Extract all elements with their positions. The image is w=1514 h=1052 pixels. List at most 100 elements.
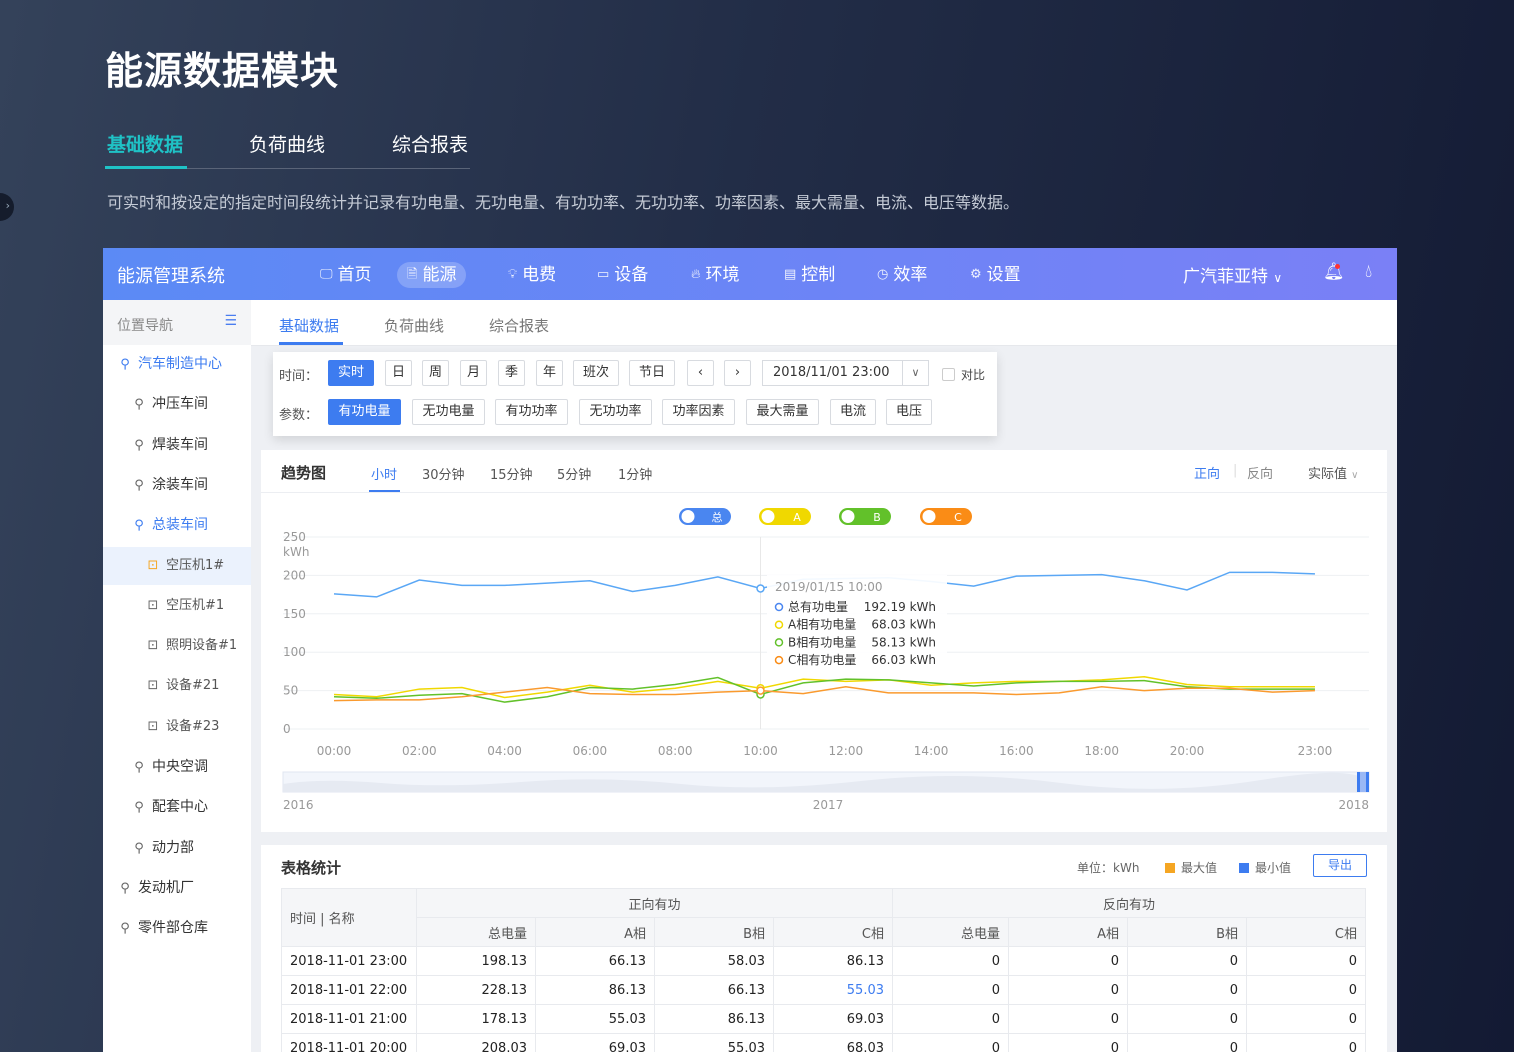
subcol-header: 总电量 <box>892 917 1009 947</box>
water-drop-icon[interactable]: 💧︎ <box>1365 261 1373 282</box>
series-line-B <box>333 676 1315 703</box>
zoom-handle[interactable] <box>1366 772 1369 792</box>
sidebar-item[interactable]: ⚲ 冲压车间 <box>103 385 251 423</box>
value-mode-select[interactable]: 实际值 ∨ <box>1308 463 1358 482</box>
param-button[interactable]: 电压 <box>886 399 932 425</box>
legend-toggle-A[interactable]: A <box>759 508 811 525</box>
page-tab-load[interactable]: 负荷曲线 <box>249 134 326 156</box>
sidebar-item[interactable]: ⚲ 涂装车间 <box>103 466 251 504</box>
collapse-menu-icon[interactable]: ☰ <box>224 313 237 329</box>
interval-1min[interactable]: 1分钟 <box>618 468 653 483</box>
prev-button[interactable]: ‹ <box>687 360 714 386</box>
table-cell: 0 <box>1008 946 1128 976</box>
nav-0[interactable]: 🖵︎ 首页 <box>310 262 382 288</box>
tooltip-marker <box>774 655 784 665</box>
page-tab-basic[interactable]: 基础数据 <box>107 134 184 156</box>
data-zoom-slider[interactable] <box>282 771 1370 793</box>
sidebar-item[interactable]: ⚲ 中央空调 <box>103 748 251 786</box>
series-line-A <box>333 676 1315 699</box>
sidebar-item[interactable]: ⊡ 空压机1# <box>103 546 251 585</box>
subtab-basic[interactable]: 基础数据 <box>279 317 340 335</box>
time-button[interactable]: 节日 <box>629 360 675 386</box>
interval-30min[interactable]: 30分钟 <box>422 468 465 483</box>
chevron-down-icon[interactable]: ∨ <box>902 361 928 385</box>
table-cell: 55.03 <box>535 1004 655 1034</box>
time-button[interactable]: 日 <box>385 360 412 386</box>
hover-point <box>756 686 765 695</box>
param-button[interactable]: 无功功率 <box>579 399 652 425</box>
subtab-report[interactable]: 综合报表 <box>489 317 550 335</box>
table-cell: 0 <box>1246 975 1366 1005</box>
legend-toggle-B[interactable]: B <box>839 508 891 525</box>
meter-icon: ⊡ <box>147 638 159 654</box>
nav-4[interactable]: 🔥︎ 环境 <box>681 262 750 288</box>
subcol-header: C相 <box>1246 917 1366 947</box>
sidebar-item[interactable]: ⚲ 总装车间 <box>103 506 251 544</box>
legend-toggle-总[interactable]: 总 <box>679 508 731 525</box>
nav-5[interactable]: ▤︎ 控制 <box>774 262 845 288</box>
org-selector[interactable]: 广汽菲亚特 ∨ <box>1183 262 1282 287</box>
sidebar-item[interactable]: ⚲ 动力部 <box>103 829 251 867</box>
location-icon: ⚲ <box>120 921 130 937</box>
nav-1[interactable]: 🗎︎ 能源 <box>397 262 467 288</box>
side-expand-button[interactable]: › <box>0 193 14 221</box>
sidebar-item[interactable]: ⊡ 空压机#1 <box>103 587 251 625</box>
sidebar-item[interactable]: ⚲ 配套中心 <box>103 788 251 826</box>
time-button[interactable]: 班次 <box>573 360 619 386</box>
param-button[interactable]: 最大需量 <box>746 399 819 425</box>
interval-hour[interactable]: 小时 <box>371 468 398 483</box>
sidebar-item[interactable]: ⊡ 设备#21 <box>103 667 251 705</box>
direction-forward[interactable]: 正向 <box>1194 467 1221 482</box>
time-button[interactable]: 实时 <box>328 360 374 386</box>
checkbox-icon[interactable] <box>942 368 955 381</box>
time-button[interactable]: 月 <box>460 360 487 386</box>
table-cell: 86.13 <box>773 946 893 976</box>
control-icon: ▤︎ <box>784 267 797 282</box>
param-button[interactable]: 有功功率 <box>495 399 568 425</box>
table-cell: 58.03 <box>654 946 774 976</box>
compare-checkbox[interactable]: 对比 <box>942 366 985 383</box>
nav-6[interactable]: ◷︎ 效率 <box>867 262 937 288</box>
sidebar-item[interactable]: ⚲ 焊装车间 <box>103 426 251 464</box>
nav-7[interactable]: ⚙︎ 设置 <box>960 262 1031 288</box>
zoom-handle[interactable] <box>1357 772 1360 792</box>
table-cell: 66.13 <box>535 946 655 976</box>
sidebar-item-label: 总装车间 <box>152 517 208 534</box>
sidebar-item[interactable]: ⊡ 设备#23 <box>103 708 251 746</box>
bell-icon[interactable]: 🔔︎ <box>1323 262 1345 282</box>
table-cell: 2018-11-01 23:00 <box>281 946 417 976</box>
param-button[interactable]: 电流 <box>830 399 876 425</box>
time-button[interactable]: 周 <box>422 360 449 386</box>
interval-5min[interactable]: 5分钟 <box>557 468 592 483</box>
direction-reverse[interactable]: 反向 <box>1247 467 1274 482</box>
time-button[interactable]: 年 <box>536 360 563 386</box>
legend-min: 最小值 <box>1239 859 1291 876</box>
table-cell: 69.03 <box>535 1033 655 1052</box>
sidebar-item[interactable]: ⊡ 照明设备#1 <box>103 627 251 665</box>
next-button[interactable]: › <box>724 360 751 386</box>
param-button[interactable]: 有功电量 <box>328 399 401 425</box>
sidebar-item[interactable]: ⚲ 零件部仓库 <box>103 909 251 947</box>
sidebar-item[interactable]: ⚲ 汽车制造中心 <box>103 345 251 383</box>
page-tab-report[interactable]: 综合报表 <box>392 134 469 156</box>
sidebar-item-label: 照明设备#1 <box>166 638 238 654</box>
nav-label: 效率 <box>893 265 928 285</box>
subtab-load[interactable]: 负荷曲线 <box>384 317 445 335</box>
param-button[interactable]: 功率因素 <box>662 399 735 425</box>
time-button[interactable]: 季 <box>498 360 525 386</box>
top-header: 能源管理系统 广汽菲亚特 ∨ 🔔︎ 💧︎ 🖵︎ 首页 🗎︎ 能源 💡︎ 电费 ▭︎ 设备 🔥︎ 环… <box>103 248 1397 300</box>
sidebar-item[interactable]: ⚲ 发动机厂 <box>103 869 251 907</box>
interval-15min[interactable]: 15分钟 <box>490 468 533 483</box>
clock-icon: ◷︎ <box>877 267 889 282</box>
date-picker[interactable]: 2018/11/01 23:00 ∨ <box>762 360 929 386</box>
tooltip-series: B相有功电量 <box>788 635 856 649</box>
sidebar-title: 位置导航 <box>117 318 173 334</box>
table-panel: 表格统计 单位：kWh 最大值 最小值 导出 时间 | 名称 正向有功 反向有功… <box>261 845 1387 1052</box>
export-button[interactable]: 导出 <box>1313 854 1367 877</box>
nav-2[interactable]: 💡︎ 电费 <box>498 262 566 288</box>
nav-3[interactable]: ▭︎ 设备 <box>587 262 658 288</box>
zoom-label: 2018 <box>1338 798 1369 812</box>
param-button[interactable]: 无功电量 <box>412 399 485 425</box>
legend-toggle-C[interactable]: C <box>920 508 972 525</box>
